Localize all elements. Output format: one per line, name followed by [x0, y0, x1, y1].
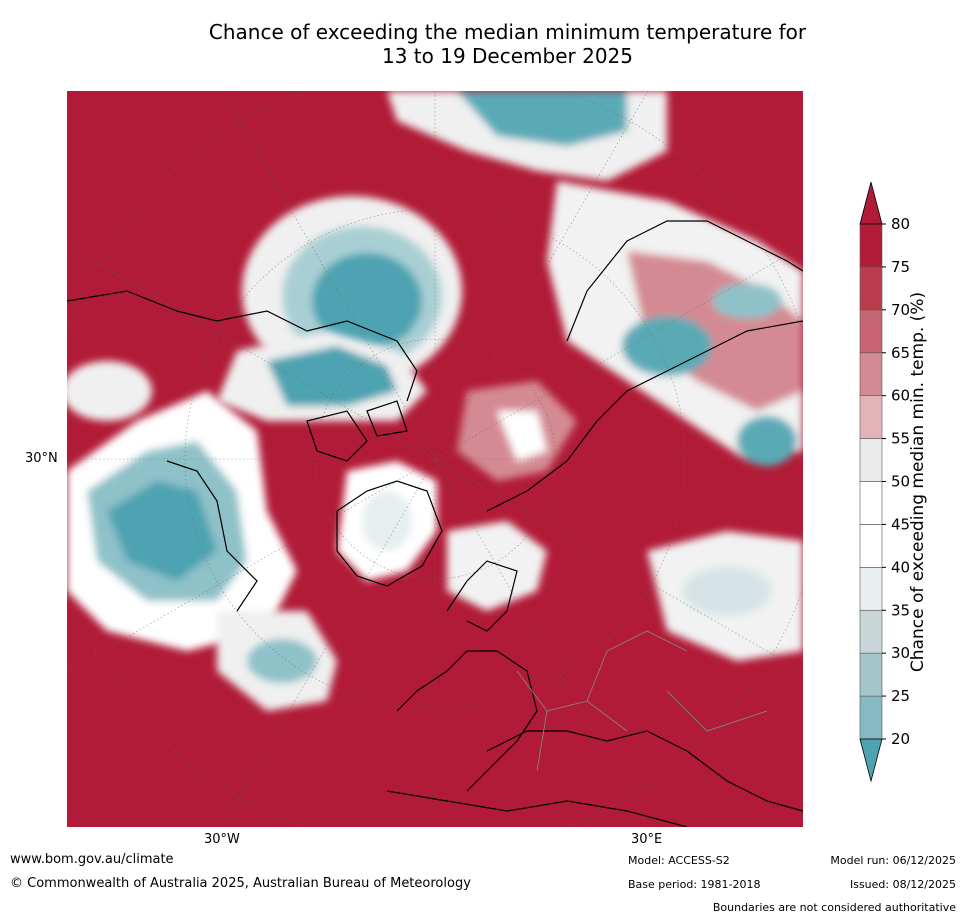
title-line-1: Chance of exceeding the median minimum t… [208, 20, 807, 44]
colorbar-band [859, 309, 883, 354]
colorbar-tick-label: 70 [891, 301, 910, 319]
colorbar-band [859, 609, 883, 654]
colorbar-band [859, 524, 883, 568]
footer-copyright: © Commonwealth of Australia 2025, Austra… [10, 876, 471, 891]
colorbar-band [859, 223, 883, 268]
coast-greenland [336, 480, 443, 587]
coast-north-africa [386, 790, 688, 827]
probability-map [67, 91, 803, 827]
footer-issued: Issued: 08/12/2025 [849, 878, 956, 891]
colorbar-band [859, 481, 883, 525]
colorbar-tick-label: 55 [891, 430, 910, 448]
colorbar-tick-label: 35 [891, 601, 910, 619]
coast-europe [396, 650, 538, 792]
coast-north-america-east [166, 460, 258, 612]
coastlines [67, 220, 803, 827]
coast-russia-arctic [486, 320, 803, 512]
colorbar-tick-label: 30 [891, 644, 910, 662]
coast-mediterranean [486, 730, 803, 812]
lat-label-30n: 30°N [25, 451, 58, 466]
map-title: Chance of exceeding the median minimum t… [80, 20, 935, 68]
footer-base-period: Base period: 1981-2018 [628, 878, 761, 891]
colorbar-band [859, 352, 883, 396]
colorbar-band [859, 395, 883, 439]
cool-region-canada [217, 331, 427, 421]
cool-region-atlantic [217, 611, 337, 711]
coast-east-siberia [566, 220, 803, 342]
colorbar-tick-label: 20 [891, 730, 910, 748]
colorbar-title: Chance of exceeding median min. temp. (%… [908, 291, 928, 673]
footer-model: Model: ACCESS-S2 [628, 854, 730, 867]
colorbar-band [859, 567, 883, 611]
colorbar-tick-label: 25 [891, 687, 910, 705]
cool-region-greenland [337, 461, 437, 581]
colorbar: 20 25 30 35 40 45 50 55 60 65 70 75 80 [859, 182, 910, 782]
cool-region-usa [67, 361, 297, 651]
colorbar-tick-label: 75 [891, 258, 910, 276]
colorbar-band [859, 266, 883, 311]
cool-region-central-asia [647, 531, 803, 661]
footer-model-run: Model run: 06/12/2025 [830, 854, 956, 867]
colorbar-bands [859, 223, 883, 740]
colorbar-band [859, 652, 883, 697]
cool-region-siberia [547, 181, 803, 466]
colorbar-band [859, 438, 883, 482]
lon-label-30w: 30°W [204, 832, 240, 847]
title-line-2: 13 to 19 December 2025 [381, 44, 633, 68]
colorbar-tick-label: 40 [891, 558, 910, 576]
lon-label-30e: 30°E [631, 832, 663, 847]
colorbar-tick-label: 45 [891, 515, 910, 533]
graticule [67, 91, 803, 827]
colorbar-tick-label: 50 [891, 473, 910, 491]
colorbar-tick-label: 65 [891, 344, 910, 362]
colorbar-low-arrow [859, 738, 883, 782]
colorbar-tick-labels: 20 25 30 35 40 45 50 55 60 65 70 75 80 [882, 215, 910, 748]
colorbar-tick-label: 60 [891, 387, 910, 405]
footer-boundaries: Boundaries are not considered authoritat… [712, 901, 956, 914]
cool-region-arctic-pacific [387, 91, 667, 181]
country-borders [516, 630, 768, 772]
coast-alaska [216, 310, 418, 402]
colorbar-tick-label: 80 [891, 215, 910, 233]
colorbar-band [859, 695, 883, 740]
coast-scandinavia [446, 560, 518, 632]
footer-url: www.bom.gov.au/climate [10, 852, 174, 867]
coast-north-america-west [67, 290, 218, 322]
colorbar-high-arrow [859, 182, 883, 225]
coast-canadian-arctic [306, 400, 408, 462]
